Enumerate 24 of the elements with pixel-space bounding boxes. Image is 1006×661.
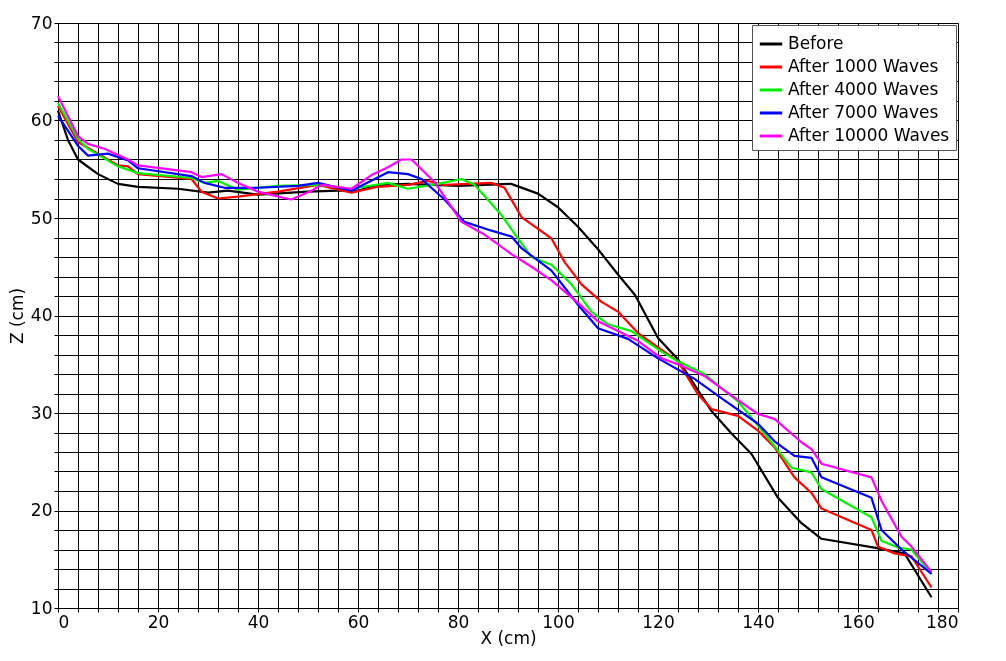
y-tick-label: 20 [30, 500, 53, 520]
x-tick-label: 140 [742, 611, 775, 632]
legend-label: Before [788, 33, 844, 53]
x-tick-label: 80 [447, 611, 470, 632]
x-tick-label: 40 [247, 611, 270, 632]
y-tick-label: 50 [30, 207, 53, 228]
y-axis-title: Z (cm) [6, 287, 27, 345]
legend-label: After 4000 Waves [788, 79, 939, 99]
y-tick-label: 60 [30, 110, 53, 130]
legend-label: After 1000 Waves [788, 56, 939, 76]
y-tick-label: 40 [30, 305, 53, 325]
x-tick-label: 120 [642, 611, 675, 632]
y-tick-label: 70 [30, 12, 53, 33]
x-axis-title: X (cm) [480, 627, 537, 648]
x-tick-label: 60 [347, 611, 370, 632]
x-tick-label: 180 [926, 611, 959, 632]
x-tick-label: 100 [542, 611, 575, 632]
legend-label: After 10000 Waves [788, 125, 950, 145]
x-tick-label: 160 [842, 611, 875, 632]
y-tick-label: 30 [30, 402, 53, 423]
x-tick-label: 20 [147, 611, 170, 632]
x-tick-label: 0 [58, 611, 70, 632]
y-tick-label: 10 [30, 597, 53, 618]
legend-label: After 7000 Waves [788, 102, 939, 122]
